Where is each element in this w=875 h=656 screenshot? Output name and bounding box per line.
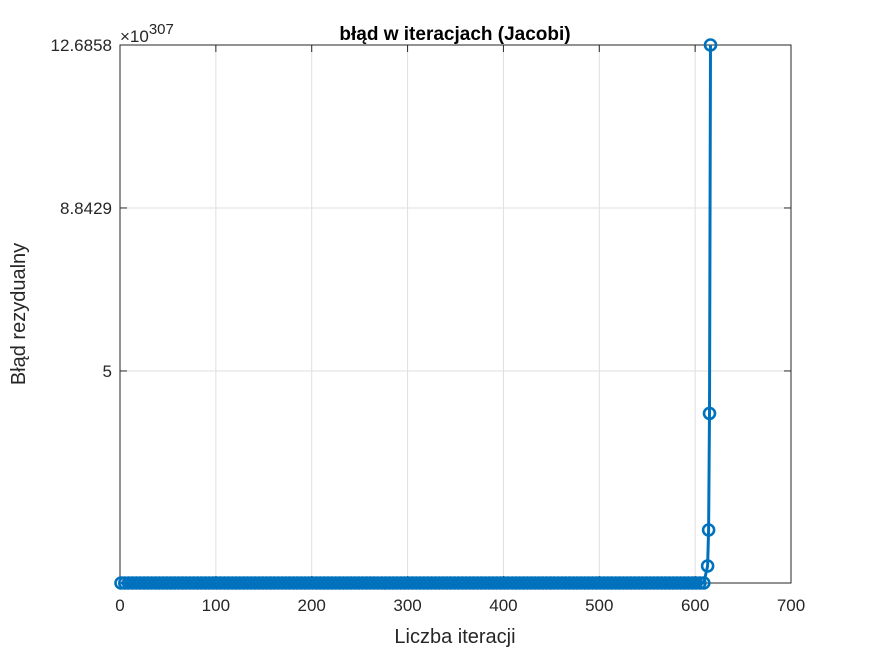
x-axis-label: Liczba iteracji <box>394 626 515 648</box>
data-point <box>703 38 718 52</box>
grid <box>120 45 791 583</box>
y-exponent-power: 307 <box>149 21 174 38</box>
y-axis-label: Błąd rezydualny <box>8 243 30 385</box>
x-tick-label: 0 <box>115 596 124 615</box>
y-tick-label: 12.6858 <box>51 36 112 55</box>
data-point <box>702 406 717 421</box>
x-tick-label: 400 <box>489 596 517 615</box>
x-tick-label: 700 <box>777 596 805 615</box>
series-markers <box>114 38 718 590</box>
chart-title: błąd w iteracjach (Jacobi) <box>339 24 570 45</box>
x-tick-labels: 0 100 200 300 400 500 600 700 <box>115 596 805 615</box>
y-axis-exponent: ×10307 <box>120 21 174 46</box>
data-point <box>700 559 715 573</box>
x-tick-label: 200 <box>298 596 326 615</box>
y-exponent-base: ×10 <box>120 27 149 46</box>
series-line <box>121 44 712 585</box>
data-point <box>696 576 711 590</box>
x-tick-label: 500 <box>585 596 613 615</box>
y-tick-label: 5 <box>103 362 112 381</box>
x-tick-label: 100 <box>202 596 230 615</box>
y-tick-label: 8.8429 <box>60 199 112 218</box>
x-tick-label: 300 <box>393 596 421 615</box>
plot-area <box>120 45 791 583</box>
y-tick-labels: 5 8.8429 12.6858 <box>51 36 112 381</box>
data-point <box>701 523 716 537</box>
x-tick-label: 600 <box>681 596 709 615</box>
